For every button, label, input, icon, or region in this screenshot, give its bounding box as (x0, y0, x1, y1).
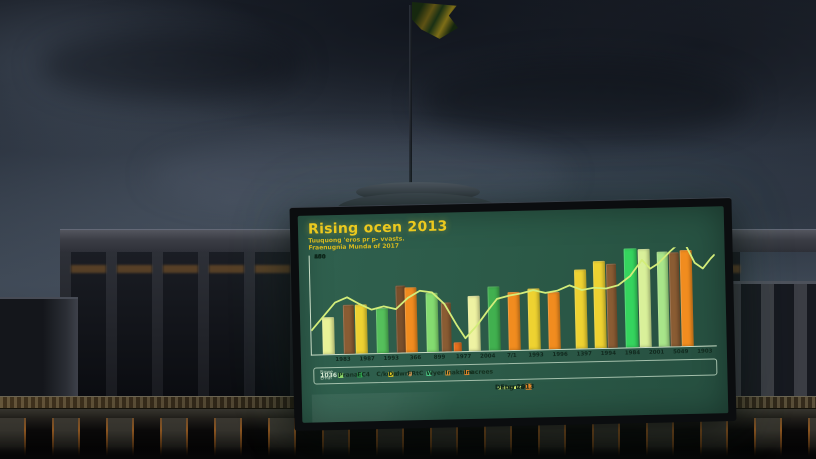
x-tick-label: 1993 (528, 352, 544, 359)
ground-shadow (0, 447, 816, 459)
legend-label: Wyer (426, 369, 444, 378)
x-tick-label: 1397 (576, 351, 592, 358)
x-tick-label: 7/1 (506, 353, 517, 360)
x-tick-label: 1994 (600, 350, 617, 358)
x-tick-label: 2004 (480, 353, 496, 361)
led-billboard: Rising ocen 2013 Tuuquong 'eros pr p- vv… (289, 197, 737, 431)
legend-label: Dal (388, 370, 400, 379)
legend-label: EC4 (357, 371, 371, 379)
trend-line (310, 247, 717, 342)
legend-label: Inacrees (464, 368, 494, 377)
x-tick-label: 2001 (648, 349, 665, 357)
legend-item: Wyer (426, 370, 444, 377)
national-flag (412, 2, 458, 39)
legend-label: Deng 2013 (494, 382, 535, 392)
flagpole (409, 5, 412, 189)
x-tick-label: 366 (409, 355, 422, 362)
legend-item: Inacrees (464, 369, 493, 377)
legend-item: Prana (338, 372, 358, 379)
billboard-screen: Rising ocen 2013 Tuuquong 'eros pr p- vv… (297, 206, 729, 423)
storm-cloud (40, 30, 300, 100)
storm-cloud (420, 60, 750, 140)
legend-item: Inaktote (445, 369, 474, 377)
x-tick-label: 1903 (697, 348, 713, 356)
legend-label: FRtC (407, 370, 424, 378)
legend-item: FRtC (407, 370, 423, 377)
x-tick-label: 5049 (673, 349, 689, 356)
x-tick-label: 899 (433, 354, 446, 362)
plot-area (308, 246, 717, 356)
x-tick-label: 1996 (552, 352, 568, 359)
x-tick-label: 1983 (335, 356, 351, 364)
legend-item: EC4 (357, 372, 370, 379)
legend-label: Prana (338, 371, 359, 380)
x-tick-label: 1993 (383, 355, 400, 363)
x-tick-label: 1987 (359, 356, 375, 363)
chart-area: 500 450 400 350 300 250 200 150 100 50 0 (308, 246, 717, 356)
legend-label: 1036 (320, 372, 338, 380)
line-series (310, 247, 717, 355)
x-tick-label: 1984 (624, 350, 641, 357)
x-tick-label: 1977 (455, 354, 472, 361)
legend-item: Dal (388, 371, 399, 378)
